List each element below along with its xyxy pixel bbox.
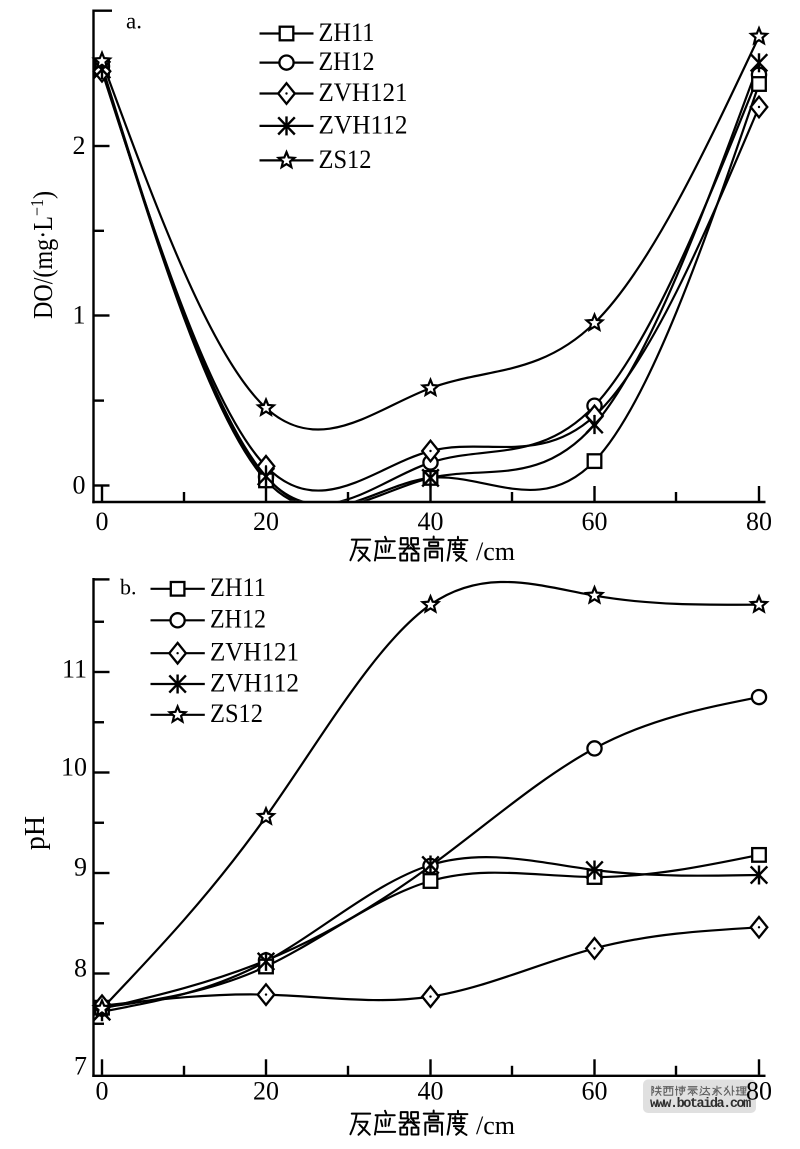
svg-text:/cm: /cm — [476, 1111, 515, 1140]
svg-text:b.: b. — [120, 575, 137, 600]
svg-text:40: 40 — [418, 507, 444, 536]
svg-text:ZH11: ZH11 — [210, 573, 266, 602]
svg-text:/cm: /cm — [476, 537, 515, 566]
svg-text:0: 0 — [73, 471, 86, 500]
svg-text:9: 9 — [74, 852, 87, 881]
svg-text:80: 80 — [746, 1077, 772, 1106]
svg-text:ZVH121: ZVH121 — [319, 78, 408, 107]
svg-text:80: 80 — [746, 507, 772, 536]
svg-text:8: 8 — [74, 953, 87, 982]
svg-text:20: 20 — [253, 1077, 279, 1106]
svg-text:ZVH121: ZVH121 — [210, 638, 299, 667]
svg-text:20: 20 — [253, 507, 279, 536]
svg-text:10: 10 — [61, 752, 87, 781]
svg-text:2: 2 — [73, 131, 86, 160]
svg-text:60: 60 — [582, 1077, 608, 1106]
svg-text:ZH11: ZH11 — [319, 18, 375, 47]
svg-text:0: 0 — [96, 1077, 109, 1106]
svg-text:ZH12: ZH12 — [319, 47, 375, 76]
svg-text:ZVH112: ZVH112 — [210, 668, 299, 697]
svg-text:0: 0 — [96, 507, 109, 536]
svg-text:ZVH112: ZVH112 — [319, 110, 408, 139]
svg-text:DO/(mg·L−1): DO/(mg·L−1) — [27, 191, 58, 319]
svg-text:a.: a. — [126, 9, 142, 34]
svg-text:ZS12: ZS12 — [210, 699, 263, 728]
svg-text:1: 1 — [73, 301, 86, 330]
svg-text:pH: pH — [20, 816, 51, 850]
svg-text:40: 40 — [418, 1077, 444, 1106]
svg-text:ZS12: ZS12 — [319, 145, 372, 174]
svg-text:60: 60 — [582, 507, 608, 536]
svg-text:www.botaida.com: www.botaida.com — [650, 1097, 751, 1112]
svg-text:ZH12: ZH12 — [210, 605, 266, 634]
svg-text:7: 7 — [74, 1051, 87, 1080]
svg-text:11: 11 — [62, 654, 87, 683]
